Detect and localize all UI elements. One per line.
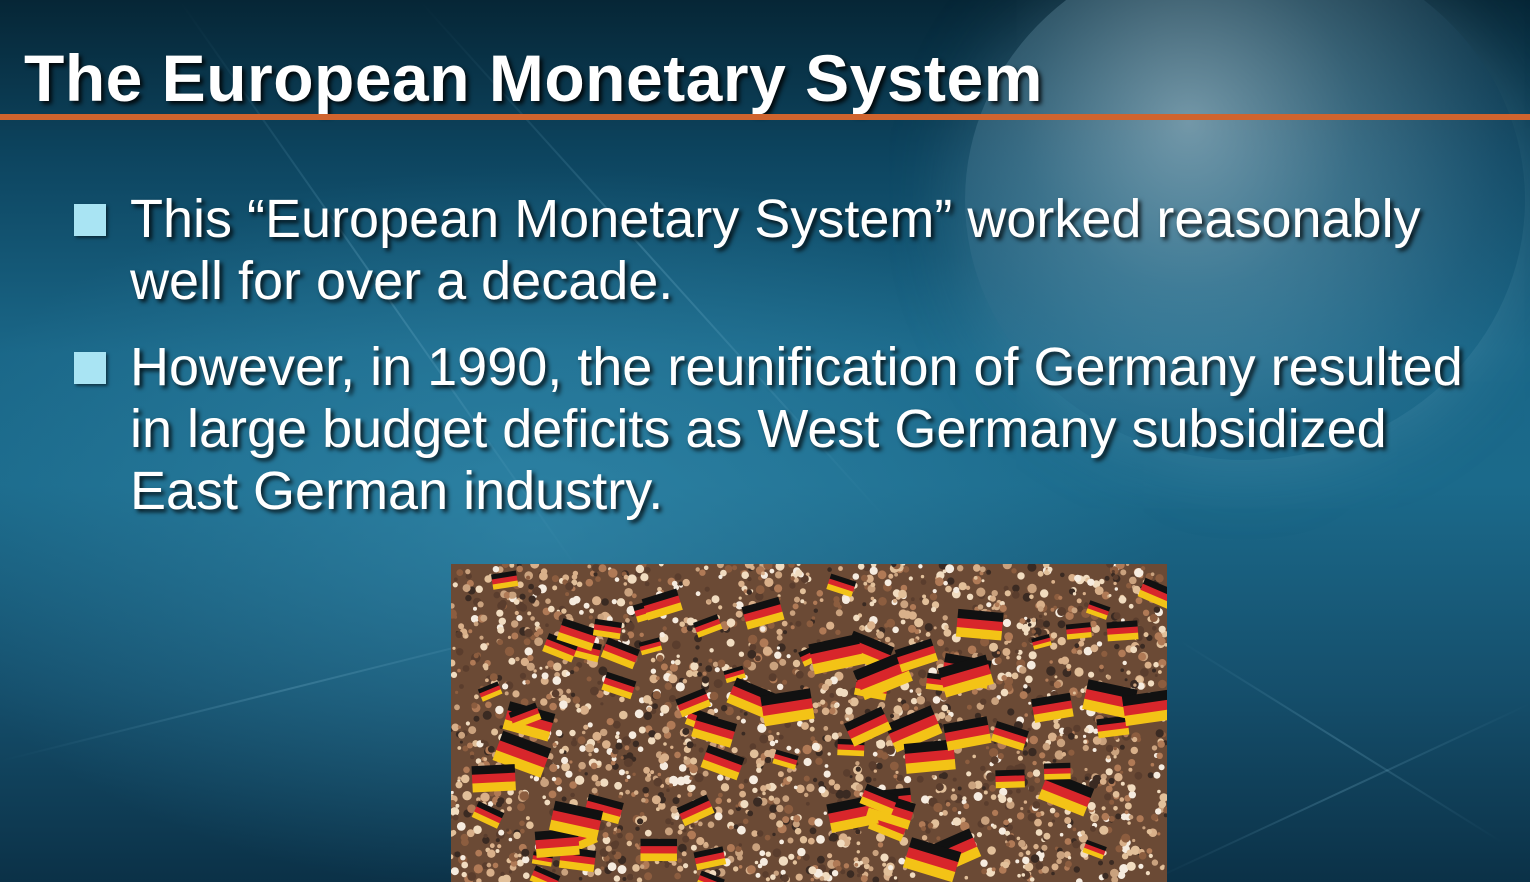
flag-mark	[808, 633, 865, 675]
flag-mark	[826, 573, 857, 598]
bullet-text: However, in 1990, the reunification of G…	[130, 337, 1463, 521]
flag-mark	[772, 749, 799, 770]
flag-mark	[492, 730, 552, 778]
title-underline	[0, 114, 1530, 120]
flag-mark	[902, 837, 962, 882]
square-bullet-icon	[74, 204, 106, 236]
flag-mark	[723, 665, 746, 684]
flag-mark	[853, 651, 913, 701]
flag-mark	[691, 712, 738, 748]
flag-mark	[1065, 622, 1092, 640]
flag-mark	[693, 614, 723, 638]
flag-mark	[529, 865, 561, 882]
flag-mark	[676, 794, 715, 827]
flag-mark	[1031, 634, 1052, 650]
flag-mark	[471, 801, 505, 829]
flag-mark	[741, 596, 785, 630]
flag-mark	[675, 688, 712, 718]
flag-mark	[995, 769, 1025, 789]
title-bar: The European Monetary System	[0, 0, 1530, 122]
flag-mark	[943, 716, 992, 751]
flag-mark	[760, 688, 815, 727]
flag-mark	[1031, 692, 1074, 723]
flag-mark	[990, 721, 1029, 751]
flag-mark	[1106, 620, 1139, 642]
flag-mark	[549, 800, 604, 841]
flag-mark	[837, 738, 865, 757]
flag-mark	[1096, 715, 1130, 739]
flag-mark	[1121, 689, 1167, 727]
decorative-grid-line	[1149, 702, 1530, 882]
decorative-grid-line	[1179, 640, 1503, 844]
flag-mark	[1085, 600, 1111, 620]
crowd-photo-image	[451, 564, 1167, 882]
flag-mark	[508, 702, 542, 730]
flag-mark	[843, 706, 892, 747]
flag-mark	[471, 764, 516, 793]
bullet-item: However, in 1990, the reunification of G…	[70, 336, 1500, 522]
slide-title: The European Monetary System	[24, 41, 1043, 115]
bullet-text: This “European Monetary System” worked r…	[130, 189, 1421, 311]
flag-mark	[955, 608, 1004, 641]
flag-mark	[859, 783, 899, 816]
flag-mark	[1137, 577, 1167, 610]
square-bullet-icon	[74, 352, 106, 384]
bullet-list: This “European Monetary System” worked r…	[70, 188, 1500, 546]
bullet-item: This “European Monetary System” worked r…	[70, 188, 1500, 312]
flag-mark	[1043, 762, 1071, 780]
flag-mark	[693, 846, 727, 871]
flag-mark	[534, 828, 580, 858]
crowd-flags-photo	[451, 564, 1167, 882]
flag-mark	[640, 838, 677, 862]
globe-graphic	[965, 0, 1525, 460]
flag-mark	[601, 671, 637, 700]
flag-mark	[641, 588, 683, 621]
flag-mark	[1082, 839, 1107, 860]
flag-mark	[696, 870, 725, 882]
flag-mark	[903, 739, 956, 774]
flag-mark	[1082, 679, 1138, 720]
flag-mark	[542, 633, 579, 663]
flag-mark	[700, 744, 745, 781]
flag-mark	[491, 570, 519, 590]
flag-mark	[937, 654, 994, 698]
flag-mark	[638, 637, 663, 656]
flag-mark	[894, 638, 939, 673]
flag-mark	[600, 637, 641, 670]
flag-mark	[556, 618, 599, 652]
flag-mark	[592, 618, 623, 640]
flag-mark	[477, 681, 503, 702]
